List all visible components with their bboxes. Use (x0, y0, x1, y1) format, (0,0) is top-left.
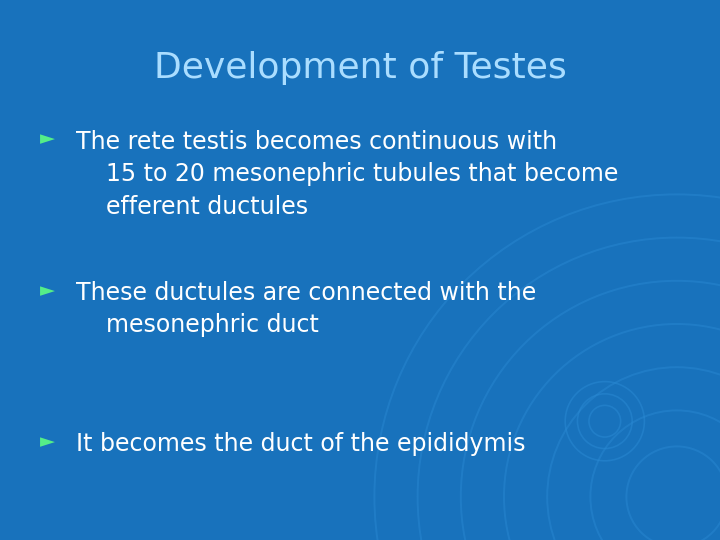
Text: ►: ► (40, 130, 55, 148)
Text: The rete testis becomes continuous with
    15 to 20 mesonephric tubules that be: The rete testis becomes continuous with … (76, 130, 618, 219)
Text: ►: ► (40, 281, 55, 300)
Text: It becomes the duct of the epididymis: It becomes the duct of the epididymis (76, 432, 525, 456)
Text: Development of Testes: Development of Testes (153, 51, 567, 85)
Text: These ductules are connected with the
    mesonephric duct: These ductules are connected with the me… (76, 281, 536, 338)
Text: ►: ► (40, 432, 55, 451)
